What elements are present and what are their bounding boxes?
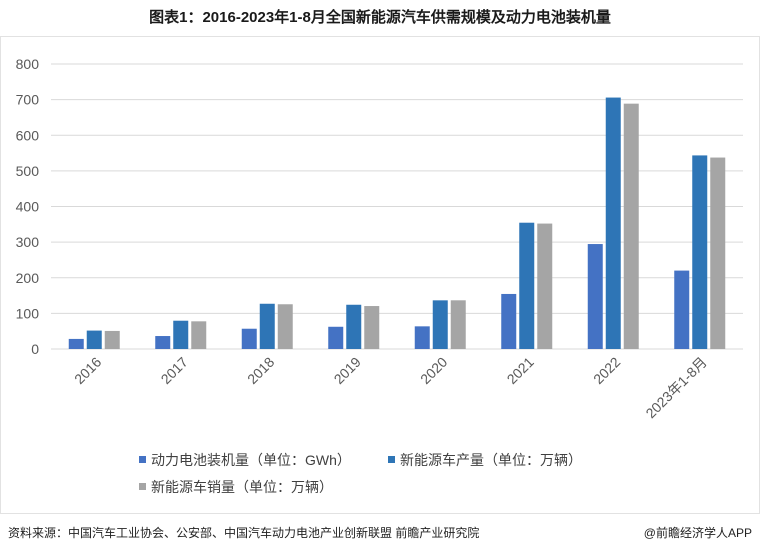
bar [173, 320, 189, 349]
x-tick-label: 2018 [244, 354, 277, 387]
x-tick-label: 2023年1-8月 [642, 354, 709, 421]
legend-swatch [388, 456, 395, 463]
bar-chart: 0 100 200 300 400 500 600 700 800 2016 2017 2018 201… [16, 56, 743, 495]
x-tick-label: 2017 [158, 354, 191, 387]
legend-swatch [139, 483, 146, 490]
bar [432, 300, 448, 349]
y-tick-label: 0 [31, 341, 39, 357]
bar [587, 244, 603, 349]
footer: 资料来源：中国汽车工业协会、公安部、中国汽车动力电池产业创新联盟 前瞻产业研究院… [8, 524, 752, 541]
bar [537, 223, 553, 349]
bar [346, 304, 362, 349]
legend-swatch [139, 456, 146, 463]
bar [692, 155, 708, 349]
y-tick-label: 500 [16, 163, 40, 179]
x-tick-label: 2021 [504, 354, 537, 387]
bar [155, 336, 171, 349]
y-tick-label: 800 [16, 56, 40, 72]
bar [414, 326, 430, 349]
bar [328, 326, 344, 349]
y-tick-label: 300 [16, 234, 40, 250]
bar [450, 300, 466, 349]
bar [519, 222, 535, 349]
chart-area: 0 100 200 300 400 500 600 700 800 2016 2017 2018 201… [0, 36, 760, 514]
bar [674, 270, 690, 349]
legend-label: 新能源车产量（单位：万辆） [400, 452, 582, 468]
bar [259, 303, 275, 349]
bar [241, 328, 257, 349]
source-note: 资料来源：中国汽车工业协会、公安部、中国汽车动力电池产业创新联盟 前瞻产业研究院 [8, 526, 480, 540]
bar [623, 103, 639, 349]
bar [710, 157, 726, 349]
x-tick-label: 2022 [590, 354, 623, 387]
x-tick-label: 2016 [71, 354, 104, 387]
y-tick-label: 700 [16, 92, 40, 108]
y-tick-label: 600 [16, 127, 40, 143]
y-tick-label: 100 [16, 305, 40, 321]
x-tick-label: 2020 [417, 354, 450, 387]
bar [277, 304, 293, 349]
legend-label: 动力电池装机量（单位：GWh） [151, 452, 351, 468]
bar [68, 338, 84, 349]
bar [364, 306, 380, 349]
y-tick-label: 400 [16, 199, 40, 215]
bar [605, 97, 621, 349]
chart-title: 图表1：2016-2023年1-8月全国新能源汽车供需规模及动力电池装机量 [149, 9, 611, 26]
bar [104, 330, 120, 349]
brand-label: @前瞻经济学人APP [643, 526, 752, 540]
bar [86, 330, 102, 349]
bar [191, 321, 207, 349]
legend-label: 新能源车销量（单位：万辆） [151, 479, 333, 495]
x-tick-label: 2019 [331, 354, 364, 387]
y-tick-label: 200 [16, 270, 40, 286]
bar [501, 293, 517, 349]
